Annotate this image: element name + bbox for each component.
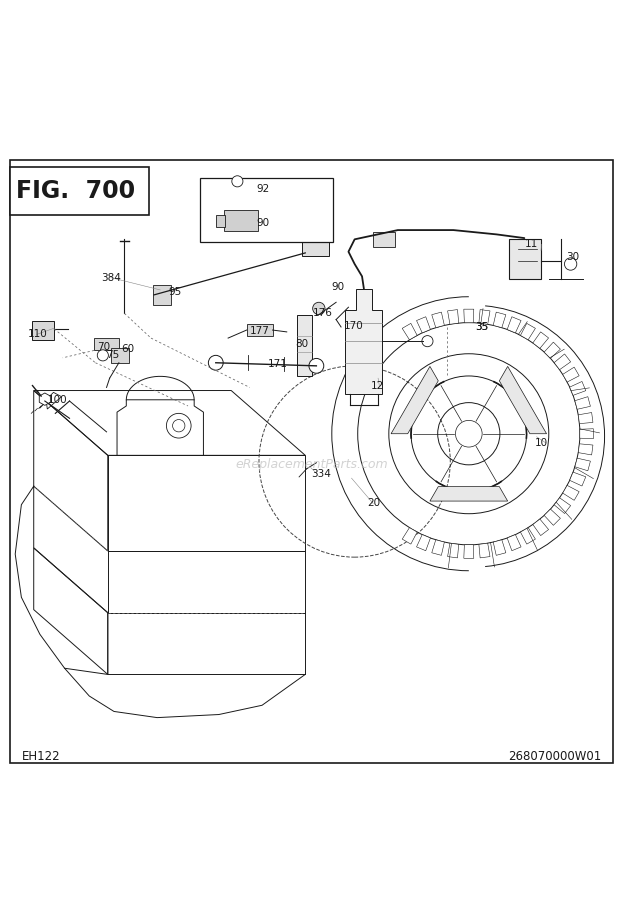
Bar — [94, 338, 119, 351]
Polygon shape — [533, 519, 549, 535]
Circle shape — [422, 336, 433, 347]
Polygon shape — [402, 528, 417, 544]
Polygon shape — [391, 366, 438, 434]
Polygon shape — [554, 497, 570, 513]
Text: 11: 11 — [525, 239, 538, 249]
Text: 177: 177 — [250, 326, 270, 336]
Polygon shape — [499, 366, 547, 434]
Polygon shape — [464, 309, 474, 323]
Text: 20: 20 — [367, 498, 380, 509]
Bar — [11, 166, 149, 215]
Polygon shape — [554, 354, 570, 370]
Polygon shape — [544, 342, 560, 358]
Text: 268070000W01: 268070000W01 — [508, 750, 601, 763]
Text: 35: 35 — [475, 322, 488, 332]
Text: 70: 70 — [97, 342, 110, 352]
Polygon shape — [533, 332, 549, 348]
Polygon shape — [448, 544, 459, 557]
Circle shape — [312, 302, 325, 315]
Text: 90: 90 — [332, 282, 345, 293]
Circle shape — [309, 358, 324, 373]
Text: 176: 176 — [312, 308, 332, 318]
Polygon shape — [432, 540, 445, 556]
Text: 171: 171 — [268, 359, 288, 369]
Polygon shape — [563, 367, 579, 382]
Polygon shape — [402, 323, 417, 340]
Bar — [296, 315, 312, 377]
Bar — [200, 177, 333, 243]
Circle shape — [564, 258, 577, 270]
Polygon shape — [507, 317, 521, 333]
Polygon shape — [570, 472, 586, 486]
Text: FIG.  700: FIG. 700 — [16, 178, 135, 202]
Bar — [216, 215, 225, 227]
Text: 92: 92 — [256, 184, 269, 194]
Text: 10: 10 — [535, 438, 548, 448]
Polygon shape — [563, 485, 579, 500]
Text: 334: 334 — [311, 469, 331, 479]
Polygon shape — [417, 534, 430, 551]
Polygon shape — [578, 413, 593, 424]
Text: 110: 110 — [27, 330, 47, 340]
Circle shape — [97, 350, 108, 361]
Circle shape — [208, 355, 223, 370]
Polygon shape — [417, 317, 430, 333]
Text: 60: 60 — [122, 344, 135, 354]
Text: 30: 30 — [566, 252, 580, 261]
Bar — [32, 321, 54, 340]
Text: 170: 170 — [344, 320, 364, 330]
Polygon shape — [448, 309, 459, 324]
Polygon shape — [520, 323, 536, 340]
Text: 100: 100 — [48, 395, 68, 405]
Polygon shape — [39, 393, 50, 405]
Bar — [247, 325, 273, 336]
Polygon shape — [432, 312, 445, 328]
Bar — [153, 285, 171, 305]
Bar — [373, 232, 395, 246]
Polygon shape — [464, 545, 474, 558]
Text: 384: 384 — [102, 272, 122, 282]
Polygon shape — [570, 381, 586, 395]
Circle shape — [232, 175, 243, 186]
Text: 75: 75 — [107, 351, 120, 360]
Polygon shape — [507, 534, 521, 551]
Polygon shape — [479, 309, 490, 324]
Polygon shape — [575, 458, 590, 471]
Bar — [302, 237, 329, 256]
Bar — [111, 348, 130, 363]
Text: 80: 80 — [294, 340, 308, 349]
Polygon shape — [575, 397, 590, 409]
Polygon shape — [345, 289, 383, 393]
Text: 90: 90 — [256, 218, 269, 228]
Polygon shape — [430, 486, 508, 501]
Polygon shape — [544, 509, 560, 525]
Text: 35: 35 — [475, 322, 488, 332]
Text: 12: 12 — [371, 380, 384, 390]
Polygon shape — [580, 429, 593, 438]
Polygon shape — [578, 444, 593, 455]
Bar — [509, 239, 541, 280]
Polygon shape — [479, 544, 490, 557]
Text: 95: 95 — [168, 287, 182, 297]
Text: eReplacementParts.com: eReplacementParts.com — [235, 458, 388, 471]
Polygon shape — [494, 312, 506, 328]
Text: EH122: EH122 — [21, 750, 60, 763]
Polygon shape — [520, 528, 536, 544]
Polygon shape — [494, 540, 506, 556]
Bar — [224, 210, 258, 232]
